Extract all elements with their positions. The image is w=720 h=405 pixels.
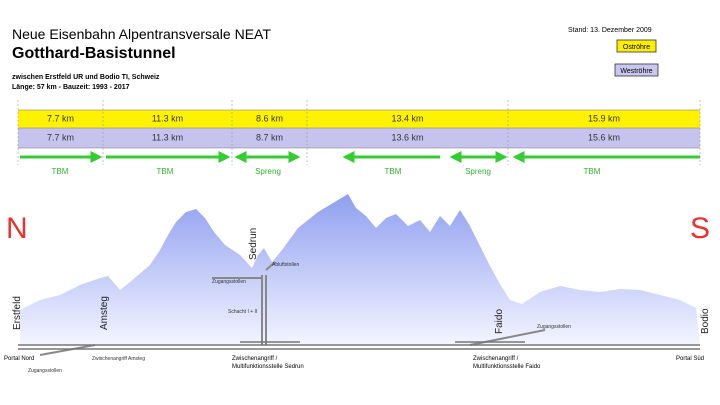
legend-east: Oströhre <box>623 44 650 51</box>
legend-west: Weströhre <box>620 68 652 75</box>
row-east <box>18 110 700 128</box>
table-cell: 7.7 km <box>47 113 74 123</box>
row-west <box>18 128 700 148</box>
table-cell: 8.6 km <box>256 113 283 123</box>
label: Portal Nord <box>4 356 34 362</box>
column-dividers <box>17 100 701 165</box>
table-cell: 11.3 km <box>152 132 183 142</box>
label: Portal Süd <box>676 356 704 362</box>
method: TBM <box>385 167 402 176</box>
label: Schacht I + II <box>228 309 257 315</box>
method: TBM <box>584 167 601 176</box>
title: Neue Eisenbahn Alpentransversale NEAT <box>12 26 271 42</box>
label: Zugangsstollen <box>537 324 571 330</box>
table-cell: 13.6 km <box>391 132 423 142</box>
table-cell: 15.9 km <box>588 113 620 123</box>
tunnel-tracks <box>18 341 700 350</box>
place: Sedrun <box>248 228 259 260</box>
subtitle: zwischen Erstfeld UR und Bodio TI, Schwe… <box>12 74 160 81</box>
label: Zugangsstollen <box>28 368 62 374</box>
method: Spreng <box>255 167 281 176</box>
label: Multifunktionsstelle Sedrun <box>232 364 304 370</box>
table-cell: 8.7 km <box>256 132 283 142</box>
north: N <box>6 212 28 245</box>
table-cell: 7.7 km <box>47 132 74 142</box>
label: Abluftstollen <box>272 262 299 268</box>
info: Länge: 57 km - Bauzeit: 1993 - 2017 <box>12 84 130 91</box>
label: Multifunktionsstelle Faido <box>473 364 541 370</box>
place: Faido <box>494 309 505 334</box>
label: Zwischenangriff / <box>473 356 519 362</box>
main-title: Gotthard-Basistunnel <box>12 45 176 62</box>
method: Spreng <box>465 167 491 176</box>
place: Bodio <box>700 308 711 334</box>
table-cell: 13.4 km <box>391 113 423 123</box>
method: TBM <box>157 167 174 176</box>
date: Stand: 13. Dezember 2009 <box>568 27 652 34</box>
method: TBM <box>52 167 69 176</box>
table-cell: 11.3 km <box>152 113 183 123</box>
mountain-profile <box>20 194 700 345</box>
label: Zwischenangriff Amsteg <box>92 356 145 362</box>
label: Zwischenangriff / <box>232 356 278 362</box>
table-cell: 15.6 km <box>588 132 620 142</box>
south: S <box>690 212 710 245</box>
place: Amsteg <box>99 296 110 330</box>
legend-east-box <box>616 39 657 53</box>
table <box>18 109 700 149</box>
place: Erstfeld <box>12 296 23 330</box>
label: Zugangsstollen <box>212 279 246 285</box>
legend-west-box <box>614 63 659 77</box>
